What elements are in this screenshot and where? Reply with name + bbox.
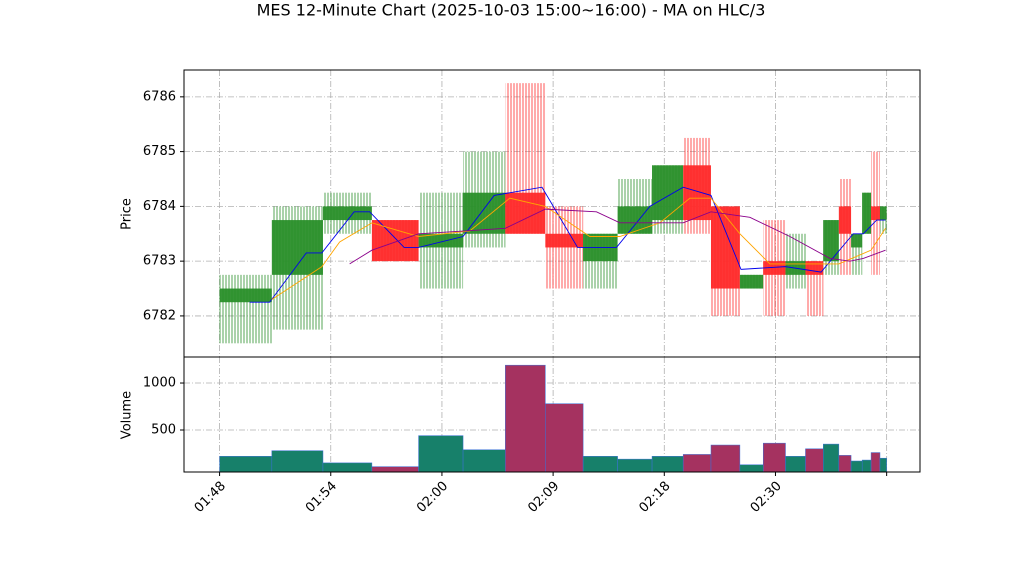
candle-wick [851, 233, 863, 275]
volume-bar [271, 450, 324, 473]
volume-bar [823, 443, 840, 473]
candle-body [371, 220, 419, 262]
y-tick-label: 6783 [143, 254, 176, 269]
y-axis-label: Price [120, 198, 135, 230]
y-tick-label: 6785 [143, 144, 176, 159]
volume-bar [371, 466, 419, 473]
volume-tick-label: 500 [151, 423, 176, 438]
x-tick-label: 02:30 [748, 479, 785, 516]
x-tick-label: 02:18 [636, 479, 673, 516]
candle-body [683, 165, 711, 221]
candle-body [505, 192, 546, 234]
volume-bar [462, 449, 506, 473]
candle-body [879, 206, 887, 221]
candle-body [823, 220, 839, 262]
y-tick-label: 6782 [143, 308, 176, 323]
x-tick-label: 01:54 [303, 479, 340, 516]
volume-panel-frame [183, 356, 921, 473]
volume-bar [617, 458, 653, 473]
volume-bar [861, 459, 872, 473]
candle-body [805, 261, 824, 275]
ma-line [349, 208, 886, 265]
candle-body [871, 206, 880, 221]
volume-axis-label: Volume [120, 391, 135, 439]
volume-bar [805, 448, 824, 473]
ma-line [271, 197, 886, 300]
x-tick-label: 01:48 [192, 479, 229, 516]
volume-tick-label: 1000 [143, 376, 176, 391]
volume-bar [850, 460, 863, 473]
volume-bar [418, 435, 464, 473]
x-tick-label: 02:09 [525, 479, 562, 516]
volume-bar [582, 456, 618, 473]
ma-line [249, 186, 886, 303]
candle-body [838, 206, 852, 234]
y-tick-label: 6786 [143, 89, 176, 104]
volume-bar [682, 454, 712, 473]
candle-body [418, 233, 464, 248]
candle-body [271, 220, 323, 275]
chart-title: MES 12-Minute Chart (2025-10-03 15:00~16… [257, 1, 766, 20]
volume-bar [762, 442, 786, 473]
candle-wick [219, 274, 272, 344]
candle-body [851, 233, 863, 248]
candle-body [219, 288, 272, 303]
volume-bar [710, 444, 741, 473]
candle-body [739, 274, 764, 289]
volume-bar [545, 403, 584, 473]
candle-body [322, 206, 372, 221]
volume-bar [879, 457, 887, 473]
volume-bar [651, 456, 684, 473]
volume-bar [838, 455, 852, 473]
volume-bar [322, 462, 373, 473]
volume-bar [505, 364, 546, 473]
volume-bar [219, 456, 273, 473]
volume-bar [785, 456, 806, 473]
candle-body [763, 261, 786, 275]
x-tick-label: 02:00 [414, 479, 451, 516]
y-tick-label: 6784 [143, 199, 176, 214]
volume-bar [870, 452, 881, 473]
volume-bar [739, 464, 764, 473]
candle-body [710, 206, 740, 289]
candle-body [652, 165, 684, 221]
candle-body [545, 233, 584, 248]
candle-body [862, 192, 872, 234]
